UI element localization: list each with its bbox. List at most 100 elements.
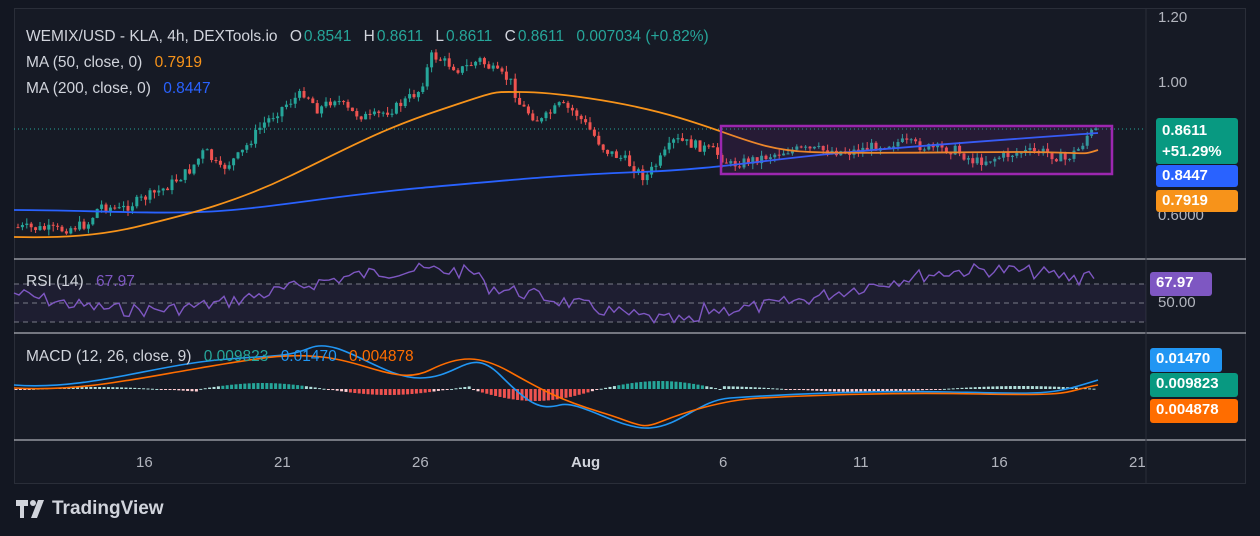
- tradingview-logo[interactable]: TradingView: [16, 498, 164, 520]
- candle-body-95: [434, 52, 438, 60]
- candle-body-39: [188, 169, 192, 174]
- candle-body-62: [289, 103, 293, 105]
- macd-hist-bar-158: [709, 387, 713, 389]
- macd-hist-bar-37: [177, 389, 181, 391]
- macd-hist-bar-61: [282, 383, 286, 389]
- macd-hist-bar-31: [150, 388, 154, 390]
- macd-hist-bar-213: [951, 388, 955, 390]
- macd-hist-bar-29: [142, 388, 146, 390]
- macd-hist-bar-51: [238, 383, 242, 389]
- candle-body-28: [139, 196, 143, 198]
- macd-hist-bar-23: [115, 387, 119, 389]
- candle-body-240: [1072, 150, 1076, 159]
- open-value: 0.8541: [303, 28, 352, 45]
- candle-body-24: [122, 205, 126, 208]
- candle-body-194: [870, 142, 874, 150]
- x-tick-21b: 21: [1129, 454, 1146, 471]
- macd-hist-bar-16: [84, 387, 88, 389]
- macd-hist-bar-59: [274, 383, 278, 389]
- macd-hist-bar-105: [476, 389, 480, 392]
- candle-body-9: [56, 225, 60, 227]
- candle-body-153: [689, 139, 693, 148]
- macd-hist-bar-244: [1088, 388, 1092, 390]
- candle-body-100: [456, 70, 460, 73]
- macd-hist-bar-100: [454, 388, 458, 390]
- macd-hist-bar-69: [318, 388, 322, 390]
- x-tick-6: 6: [719, 454, 728, 471]
- candle-body-113: [513, 78, 517, 98]
- macd-hist-bar-19: [98, 387, 102, 389]
- candle-body-182: [817, 145, 821, 147]
- macd-hist-bar-166: [744, 386, 748, 389]
- macd-hist-bar-215: [960, 387, 964, 389]
- candle-body-207: [927, 143, 931, 150]
- low-value: 0.8611: [446, 28, 493, 45]
- macd-hist-bar-30: [146, 388, 150, 390]
- macd-legend: MACD (12, 26, close, 9) 0.009823 0.01470…: [26, 348, 416, 366]
- macd-hist-bar-241: [1074, 387, 1078, 389]
- macd-hist-bar-90: [410, 389, 414, 394]
- macd-hist-bar-49: [230, 384, 234, 389]
- macd-hist-bar-138: [621, 384, 625, 389]
- candle-body-54: [254, 129, 258, 144]
- candle-body-26: [130, 206, 134, 211]
- macd-hist-bar-208: [929, 389, 933, 390]
- macd-hist-bar-175: [784, 389, 788, 390]
- macd-hist-bar-112: [507, 389, 511, 399]
- macd-hist-bar-96: [436, 389, 440, 391]
- macd-hist-bar-184: [824, 389, 828, 392]
- candle-body-141: [636, 169, 640, 173]
- candle-body-83: [381, 112, 385, 114]
- candle-body-178: [799, 146, 803, 148]
- macd-hist-bar-234: [1044, 386, 1048, 389]
- candle-body-130: [588, 122, 592, 130]
- ma50-line: [13, 91, 1099, 239]
- candle-body-221: [988, 161, 992, 163]
- macd-hist-bar-179: [802, 389, 806, 391]
- macd-hist-bar-174: [780, 388, 784, 390]
- macd-hist-bar-0: [14, 389, 18, 390]
- candle-body-15: [82, 221, 86, 229]
- candle-body-84: [386, 112, 390, 115]
- macd-hist-bar-205: [916, 389, 920, 391]
- candle-body-159: [716, 147, 720, 155]
- candle-body-88: [403, 98, 407, 107]
- candle-body-129: [584, 119, 588, 123]
- candle-body-228: [1019, 152, 1023, 154]
- x-tick-aug: Aug: [571, 454, 601, 471]
- candle-body-236: [1054, 159, 1058, 162]
- x-tick-26: 26: [412, 454, 429, 471]
- candle-body-45: [214, 160, 218, 162]
- candle-body-43: [205, 149, 209, 151]
- candle-body-203: [909, 139, 913, 141]
- macd-hist-bar-224: [1000, 386, 1004, 389]
- candle-body-231: [1032, 147, 1036, 152]
- candle-body-135: [610, 151, 614, 154]
- macd-hist-bar-186: [832, 389, 836, 392]
- macd-hist-bar-102: [463, 387, 467, 389]
- macd-hist-bar-159: [714, 388, 718, 390]
- candle-body-219: [980, 157, 984, 165]
- macd-hist-bar-3: [27, 389, 31, 390]
- macd-hist-bar-89: [406, 389, 410, 395]
- macd-hist-bar-137: [617, 385, 621, 389]
- candle-body-233: [1041, 148, 1045, 154]
- candle-body-90: [412, 94, 416, 98]
- candle-body-245: [1094, 128, 1098, 130]
- ma200-label: MA (200, close, 0): [26, 80, 151, 97]
- macd-hist-bar-185: [828, 389, 832, 392]
- macd-hist-bar-221: [986, 386, 990, 389]
- rsi-legend: RSI (14) 67.97: [26, 273, 137, 291]
- macd-hist-bar-107: [485, 389, 489, 394]
- candle-body-243: [1085, 135, 1089, 146]
- price-tick-1.00: 1.00: [1158, 74, 1188, 91]
- macd-hist-bar-210: [938, 389, 942, 390]
- candle-body-234: [1046, 148, 1050, 153]
- candle-body-200: [896, 142, 900, 147]
- macd-hist-bar-182: [815, 389, 819, 391]
- last-price-value: 0.8611: [1162, 122, 1208, 139]
- x-tick-21: 21: [274, 454, 291, 471]
- candle-body-179: [804, 146, 808, 148]
- candle-body-104: [474, 61, 478, 66]
